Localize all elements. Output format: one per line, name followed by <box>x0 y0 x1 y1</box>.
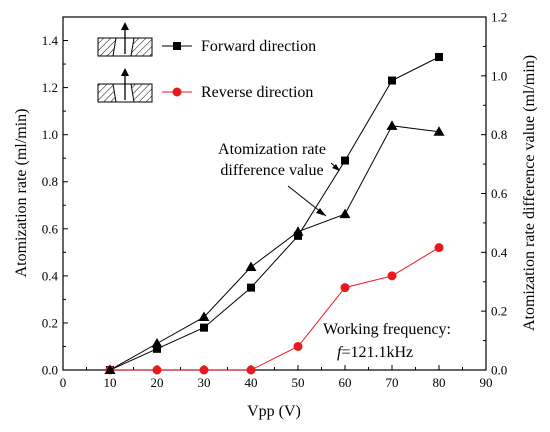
x-tick-label: 60 <box>339 375 352 390</box>
data-point-circle <box>199 365 209 375</box>
data-point-square <box>388 76 396 85</box>
forward-direction-icon <box>97 22 153 57</box>
data-point-square <box>435 53 443 62</box>
difference-label-line2: difference value <box>220 162 323 179</box>
y-tick-label: 0.0 <box>42 363 58 378</box>
data-point-circle <box>434 243 444 253</box>
data-point-circle <box>340 283 350 293</box>
legend-label-reverse: Reverse direction <box>201 84 313 101</box>
series-line-2 <box>109 125 440 371</box>
data-point-square <box>200 323 208 332</box>
x-tick-label: 80 <box>433 375 446 390</box>
x-tick-label: 70 <box>386 375 399 390</box>
plot-frame <box>62 16 487 371</box>
x-tick-label: 0 <box>60 375 67 390</box>
y-tick-label: 1.2 <box>42 80 58 95</box>
frequency-line1: Working frequency: <box>323 321 451 338</box>
data-point-triangle <box>339 208 351 219</box>
x-axis-label: Vpp (V) <box>247 403 301 420</box>
x-tick-label: 50 <box>292 375 305 390</box>
data-point-circle <box>387 271 397 281</box>
x-tick-label: 30 <box>198 375 211 390</box>
legend-marker-reverse <box>172 87 182 97</box>
data-point-triangle <box>198 311 210 322</box>
data-point-square <box>341 156 349 165</box>
data-point-square <box>153 344 161 353</box>
data-point-circle <box>246 365 256 375</box>
y2-tick-label: 0.0 <box>491 363 507 378</box>
y-tick-label: 0.4 <box>42 268 59 283</box>
series-line-0 <box>109 56 440 371</box>
x-tick-label: 20 <box>151 375 164 390</box>
y-tick-label: 0.8 <box>42 174 58 189</box>
data-point-triangle <box>151 338 163 348</box>
data-point-triangle <box>104 364 116 374</box>
y2-tick-label: 1.0 <box>491 68 507 83</box>
y2-tick-label: 0.8 <box>491 127 507 142</box>
data-point-triangle <box>245 261 257 272</box>
data-point-circle <box>293 341 303 351</box>
x-tick-label: 10 <box>104 375 117 390</box>
series-layer <box>104 53 445 375</box>
reverse-direction-icon <box>97 68 153 103</box>
y2-tick-label: 0.2 <box>491 304 507 319</box>
frequency-line2: f=121.1kHz <box>337 344 413 361</box>
x-tick-label: 90 <box>480 375 493 390</box>
legend-marker-forward <box>173 42 181 50</box>
frequency-annotation: Working frequency: f=121.1kHz <box>323 321 451 361</box>
y2-tick-label: 0.4 <box>491 245 508 260</box>
data-point-circle <box>152 365 162 375</box>
y2-tick-label: 1.2 <box>491 10 507 25</box>
difference-label-line1: Atomization rate <box>218 141 326 158</box>
y2-tick-label: 0.6 <box>491 186 508 201</box>
y-tick-label: 1.4 <box>42 33 59 48</box>
y-axis-label: Atomization rate (ml/min) <box>13 109 30 278</box>
data-point-triangle <box>433 126 445 136</box>
x-axis-ticks: 0 10 20 30 40 50 60 70 80 90 <box>60 365 493 390</box>
y2-axis-ticks: 0.0 0.2 0.4 0.6 0.8 1.0 1.2 <box>481 10 508 378</box>
y-tick-label: 1.0 <box>42 127 58 142</box>
difference-annotation: Atomization rate difference value <box>218 141 340 217</box>
y2-axis-label: Atomization rate difference value (ml/mi… <box>521 55 538 331</box>
data-point-square <box>247 283 255 292</box>
data-point-triangle <box>386 120 398 130</box>
y-axis-ticks: 0.0 0.2 0.4 0.6 0.8 1.0 1.2 1.4 <box>42 33 68 378</box>
data-point-square <box>294 231 302 240</box>
series-line-1 <box>110 247 440 371</box>
x-tick-label: 40 <box>245 375 258 390</box>
legend: Forward direction Reverse direction <box>97 22 316 103</box>
y-tick-label: 0.2 <box>42 315 58 330</box>
y-tick-label: 0.6 <box>42 221 59 236</box>
legend-label-forward: Forward direction <box>201 38 316 55</box>
data-point-triangle <box>292 226 304 236</box>
